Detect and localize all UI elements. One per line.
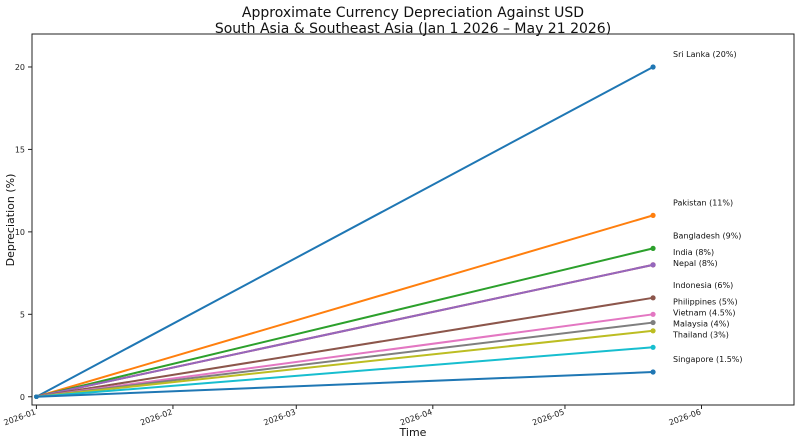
series-line-sri-lanka [35, 65, 655, 398]
y-tick-label: 5 [20, 310, 25, 319]
chart-subtitle: South Asia & Southeast Asia (Jan 1 2026 … [215, 21, 611, 37]
series-line-philippines [35, 313, 655, 398]
series-label-sri-lanka: Sri Lanka (20%) [673, 50, 737, 59]
series-start-point-singapore [34, 394, 39, 400]
chart-title: Approximate Currency Depreciation Agains… [242, 5, 584, 21]
y-tick-label: 20 [15, 63, 25, 72]
x-tick-label: 2026-06 [668, 407, 702, 427]
series-lines [34, 64, 656, 400]
x-tick-label: 2026-02 [139, 407, 173, 427]
series-line-bangladesh [35, 247, 655, 398]
plot-area-frame [31, 33, 795, 406]
x-tick-label: 2026-01 [3, 407, 37, 427]
series-label-thailand: Thailand (3%) [672, 330, 729, 339]
x-tick-label: 2026-03 [262, 407, 296, 427]
series-end-point-singapore [650, 369, 656, 375]
x-axis-title: Time [399, 426, 427, 439]
series-line-indonesia [35, 296, 655, 398]
series-line-thailand [35, 346, 655, 398]
series-end-point-sri-lanka [650, 64, 656, 70]
series-label-indonesia: Indonesia (6%) [673, 281, 733, 290]
series-line-nepal [35, 263, 655, 398]
series-label-malaysia: Malaysia (4%) [673, 319, 729, 328]
x-axis: 2026-01 2026-02 2026-03 2026-04 2026-05 2026-… [3, 405, 702, 427]
series-line-singapore [35, 371, 655, 398]
series-labels: Sri Lanka (20%) Pakistan (11%) Bangladesh … [672, 50, 742, 364]
series-end-point-vietnam [650, 319, 656, 326]
series-end-point-thailand [650, 344, 656, 350]
y-axis-title: Depreciation (%) [4, 174, 17, 267]
series-label-philippines: Philippines (5%) [673, 297, 738, 306]
y-axis: 0 5 10 15 20 [15, 63, 32, 402]
y-tick-label: 15 [15, 145, 25, 154]
y-tick-label: 0 [20, 393, 25, 402]
series-line-vietnam [35, 321, 655, 398]
series-label-pakistan: Pakistan (11%) [673, 198, 733, 207]
series-end-point-philippines [650, 311, 656, 317]
series-line-malaysia [35, 329, 655, 398]
series-line-pakistan [35, 214, 655, 398]
series-label-india: India (8%) [673, 248, 714, 257]
x-tick-label: 2026-04 [399, 407, 433, 427]
series-label-bangladesh: Bangladesh (9%) [673, 231, 741, 240]
series-label-vietnam: Vietnam (4.5%) [673, 308, 735, 317]
series-end-point-nepal [650, 262, 656, 268]
series-end-point-indonesia [650, 295, 656, 301]
series-end-point-bangladesh [650, 245, 656, 251]
series-end-point-malaysia [650, 328, 656, 334]
series-label-nepal: Nepal (8%) [673, 259, 718, 268]
series-label-singapore: Singapore (1.5%) [673, 355, 742, 364]
y-tick-label: 10 [15, 228, 25, 237]
series-end-point-pakistan [650, 212, 656, 218]
x-tick-label: 2026-05 [531, 407, 565, 427]
